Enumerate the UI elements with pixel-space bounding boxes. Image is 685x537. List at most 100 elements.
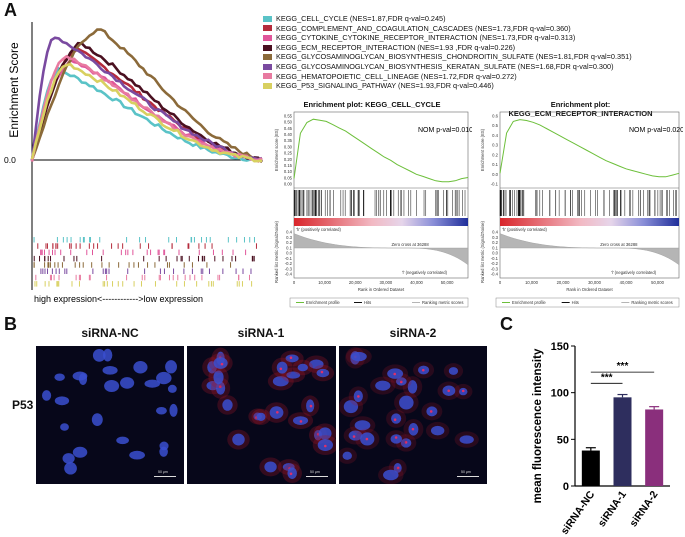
es-tick: 0.05	[284, 175, 293, 180]
legend-swatch	[263, 73, 272, 80]
gsea-legend	[495, 297, 680, 308]
x-tick-label: siRNA-1	[596, 489, 629, 529]
nucleus	[232, 433, 245, 446]
x-tick: 10,000	[318, 280, 331, 285]
p53-signal	[411, 427, 415, 431]
es-tick: 0.30	[284, 144, 293, 149]
x-tick: 10,000	[525, 280, 538, 285]
x-axis-label: Rank in Ordered Dataset	[358, 287, 405, 292]
es-curve	[30, 36, 263, 161]
y-tick-label: 150	[551, 341, 569, 353]
bar-sirna-2	[645, 409, 664, 486]
nucleus	[343, 400, 359, 414]
p53-signal	[461, 389, 465, 393]
nucleus	[133, 361, 148, 374]
gsea-legend-entry: Hits	[572, 300, 579, 305]
p53-signal	[352, 435, 356, 438]
nucleus	[350, 351, 367, 362]
rank-tick: -0.2	[285, 261, 293, 266]
x-tick-label: siRNA-NC	[559, 488, 598, 536]
es-tick: 0.15	[284, 163, 293, 168]
gsea-plot-cell-cycle: Enrichment plot: KEGG_CELL_CYCLE 0.55 0.50…	[272, 98, 472, 308]
positive-label: 'h' (positively correlated)	[502, 227, 547, 232]
p53-signal	[393, 418, 397, 422]
nucleus	[72, 371, 88, 381]
bar-chart: mean fluorescence intensity 0 50 100 150 si…	[532, 341, 670, 537]
x-tick: 30,000	[379, 280, 392, 285]
nucleus	[286, 371, 301, 379]
es-tick: -0.1	[491, 182, 499, 187]
gsea-title: Enrichment plot: KEGG_CELL_CYCLE	[303, 100, 441, 109]
nucleus	[375, 380, 391, 391]
nucleus	[102, 365, 118, 375]
p53-signal	[404, 441, 408, 444]
nucleus	[129, 450, 145, 460]
es-axis-label: Enrichment score (ES)	[274, 128, 279, 171]
negative-label: 'l' (negatively correlated)	[402, 270, 448, 275]
legend-entry: KEGG_GLYCOSAMINOGLYCAN_BIOSYNTHESIS_CHON…	[263, 52, 632, 62]
gsea-legend-entry: Ranking metric scores	[631, 300, 672, 305]
expression-axis-label: high expression<------------>low express…	[34, 294, 203, 304]
nucleus	[272, 376, 289, 387]
panel-c-letter: C	[500, 314, 513, 334]
rank-tick: 0.2	[286, 240, 292, 245]
zero-cross-label: Zero cross at 36288	[391, 242, 429, 247]
nucleus	[430, 425, 445, 436]
gsea-legend-entry: Ranking metric scores	[422, 300, 463, 305]
legend-entry: KEGG_P53_SIGNALING_PATHWAY (NES=1.93,FDR…	[263, 81, 632, 91]
nucleus	[92, 349, 106, 362]
nominal-pvalue: NOM p-val=0.010	[418, 127, 472, 134]
legend-swatch	[263, 15, 272, 22]
gsea-legend	[289, 297, 469, 308]
legend-entry: KEGG_HEMATOPOIETIC_CELL_LINEAGE (NES=1.7…	[263, 72, 632, 82]
nucleus	[316, 368, 330, 378]
es-tick: 0.4	[492, 133, 498, 138]
x-tick-label: siRNA-2	[627, 489, 660, 529]
x-tick: 30,000	[588, 280, 601, 285]
p53-signal	[393, 372, 397, 376]
p53-signal	[324, 444, 327, 448]
nominal-pvalue: NOM p-val=0.020	[629, 127, 683, 134]
nucleus	[155, 406, 167, 415]
nucleus	[62, 453, 75, 464]
nucleus	[276, 361, 288, 374]
nucleus	[399, 395, 414, 410]
es-zero-tick: 0.0	[4, 155, 16, 165]
legend-label: KEGG_ECM_RECEPTOR_INTERACTION (NES=1.93 …	[276, 42, 516, 52]
legend-swatch	[263, 34, 272, 41]
nucleus	[297, 363, 308, 372]
rank-tick: -0.1	[491, 256, 499, 261]
nucleus	[64, 462, 77, 475]
es-tick: 0.3	[492, 143, 498, 148]
nucleus	[448, 367, 459, 375]
x-tick: 50,000	[651, 280, 664, 285]
legend-swatch	[263, 44, 272, 51]
p53-signal	[429, 410, 433, 413]
legend-entry: KEGG_CYTOKINE_CYTOKINE_RECEPTOR_INTERACT…	[263, 33, 632, 43]
p53-signal	[220, 362, 224, 366]
rank-tick: 0.0	[286, 251, 292, 256]
x-tick: 20,000	[557, 280, 570, 285]
rank-tick: -0.4	[491, 272, 499, 277]
enrichment-profile	[499, 119, 680, 178]
p53-signal	[218, 385, 222, 388]
p53-signal	[365, 437, 369, 441]
positive-label: 'h' (positively correlated)	[296, 227, 341, 232]
nucleus	[91, 413, 103, 427]
bar-ylabel: mean fluorescence intensity	[532, 348, 544, 503]
x-tick: 0	[293, 280, 296, 285]
nucleus	[159, 441, 169, 451]
nucleus	[222, 399, 233, 411]
scale-bar-label: 50 μm	[158, 470, 168, 474]
rank-axis-label: Ranked list metric (Signal2Noise)	[274, 220, 279, 283]
rank-colorbar	[294, 218, 468, 226]
legend-swatch	[263, 54, 272, 61]
nucleus	[165, 360, 177, 374]
pathway-legend: KEGG_CELL_CYCLE (NES=1.87,FDR q-val=0.24…	[263, 14, 632, 91]
gsea-legend-entry: Hits	[364, 300, 371, 305]
hit-rug	[33, 237, 257, 287]
scale-bar	[457, 476, 479, 477]
scale-bar-label: 50 μm	[310, 470, 320, 474]
legend-entry: KEGG_ECM_RECEPTOR_INTERACTION (NES=1.93 …	[263, 43, 632, 53]
es-curves	[30, 28, 263, 163]
